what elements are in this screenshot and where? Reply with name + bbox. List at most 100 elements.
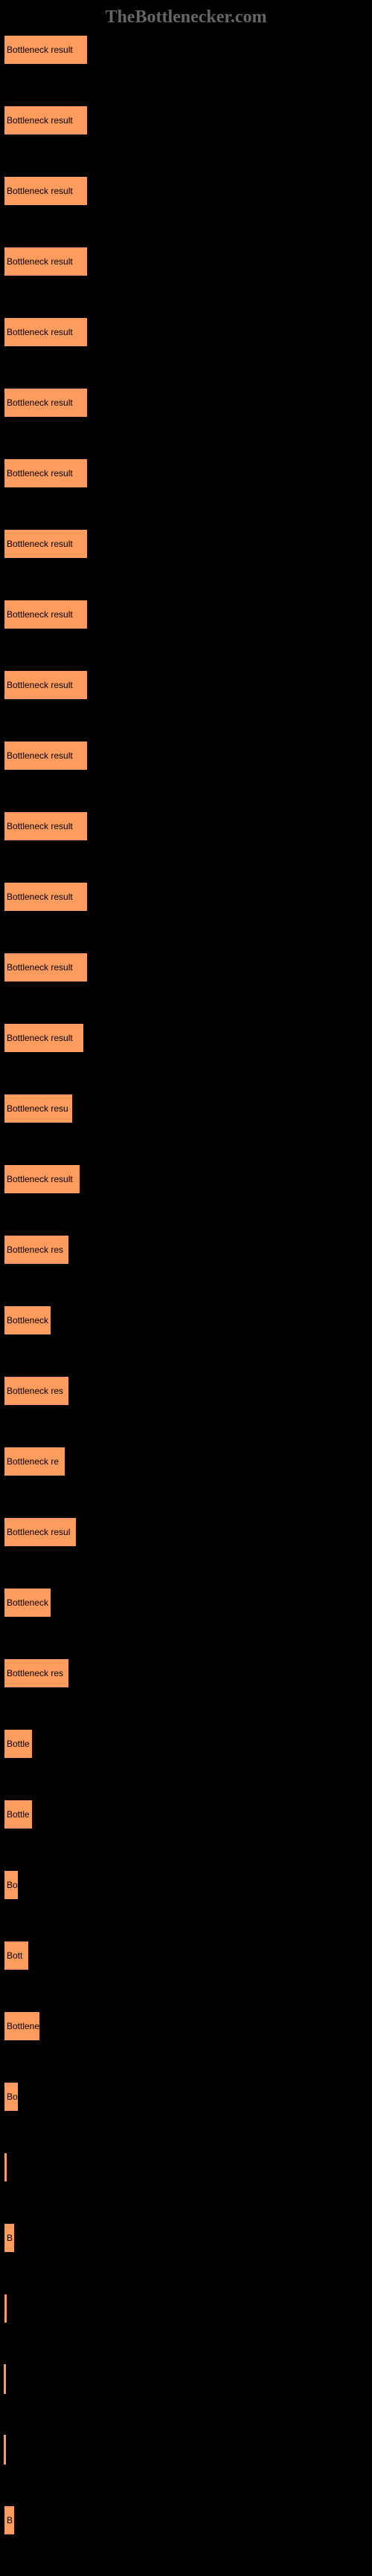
watermark-text: TheBottlenecker.com: [0, 0, 372, 35]
bar-row: Bottleneck: [4, 1305, 368, 1335]
chart-bar: B: [4, 2505, 15, 2535]
chart-bar: Bottleneck result: [4, 317, 88, 347]
bar-row: Bottleneck result: [4, 953, 368, 982]
chart-bar: Bottleneck: [4, 1305, 51, 1335]
bar-label: Bottleneck result: [7, 609, 73, 620]
bar-row: Bottleneck result: [4, 176, 368, 206]
bar-label: Bottlene: [7, 2021, 39, 2031]
chart-bar: Bottleneck result: [4, 106, 88, 135]
bar-label: Bottleneck result: [7, 539, 73, 549]
chart-bar: Bottleneck res: [4, 1658, 69, 1688]
bar-label: Bottleneck result: [7, 892, 73, 902]
bar-label: Bottleneck result: [7, 821, 73, 831]
bar-row: Bottleneck result: [4, 1164, 368, 1194]
chart-bar: Bottleneck result: [4, 388, 88, 418]
bar-label: Bottleneck result: [7, 962, 73, 973]
chart-bar: Bottleneck: [4, 1588, 51, 1618]
chart-bar: Bottleneck res: [4, 1235, 69, 1265]
bar-label: Bo: [7, 1880, 18, 1890]
chart-bar: Bottleneck result: [4, 600, 88, 629]
chart-bar: Bottleneck resul: [4, 1517, 77, 1547]
bar-row: Bottleneck: [4, 1588, 368, 1618]
chart-bar: Bottle: [4, 1729, 33, 1759]
chart-bar: Bottleneck result: [4, 882, 88, 912]
chart-bar: Bott: [4, 1941, 29, 1970]
bar-label: Bottle: [7, 1739, 30, 1749]
bar-row: Bo: [4, 2082, 368, 2112]
bar-label: Bottleneck result: [7, 398, 73, 408]
chart-bar: [4, 2364, 6, 2394]
bar-row: Bottleneck result: [4, 247, 368, 276]
bar-row: Bottleneck result: [4, 388, 368, 418]
bar-label: Bottleneck result: [7, 1033, 73, 1043]
bar-label: Bottleneck result: [7, 327, 73, 337]
bar-row: Bottleneck result: [4, 106, 368, 135]
bar-label: Bottleneck re: [7, 1456, 59, 1467]
bar-label: B: [7, 2233, 13, 2243]
bar-row: [4, 2152, 368, 2182]
bar-row: Bottleneck result: [4, 882, 368, 912]
bar-label: Bottleneck: [7, 1597, 48, 1608]
bar-label: Bott: [7, 1950, 22, 1961]
bar-row: Bottlene: [4, 2011, 368, 2041]
bar-label: Bottleneck res: [7, 1668, 63, 1678]
bar-row: Bott: [4, 1941, 368, 1970]
bar-chart: Bottleneck result Bottleneck result Bottle…: [0, 35, 372, 2535]
bar-label: Bottleneck result: [7, 186, 73, 196]
bar-label: Bottleneck result: [7, 256, 73, 267]
bar-row: Bottleneck result: [4, 1023, 368, 1053]
chart-bar: Bottleneck result: [4, 458, 88, 488]
chart-bar: Bottleneck res: [4, 1376, 69, 1406]
chart-bar: [4, 2152, 7, 2182]
chart-bar: Bottleneck result: [4, 529, 88, 559]
chart-bar: Bottleneck result: [4, 953, 88, 982]
chart-bar: Bottleneck result: [4, 741, 88, 770]
bar-row: Bottleneck result: [4, 35, 368, 65]
bar-row: Bottleneck result: [4, 317, 368, 347]
bar-row: Bottle: [4, 1800, 368, 1829]
bar-row: Bottleneck resu: [4, 1094, 368, 1123]
bar-label: Bottleneck result: [7, 45, 73, 55]
bar-row: Bottleneck re: [4, 1447, 368, 1476]
chart-bar: Bo: [4, 1870, 19, 1900]
chart-bar: Bottleneck result: [4, 670, 88, 700]
bar-row: Bottleneck result: [4, 600, 368, 629]
bar-label: Bottleneck res: [7, 1386, 63, 1396]
bar-label: Bo: [7, 2092, 18, 2102]
bar-label: Bottleneck result: [7, 115, 73, 126]
bar-label: Bottleneck resul: [7, 1527, 70, 1537]
chart-bar: Bottleneck result: [4, 176, 88, 206]
chart-bar: Bottleneck resu: [4, 1094, 73, 1123]
chart-bar: Bottle: [4, 1800, 33, 1829]
bar-label: Bottleneck: [7, 1315, 48, 1326]
bar-label: Bottleneck result: [7, 468, 73, 478]
bar-row: Bottleneck result: [4, 811, 368, 841]
bar-row: Bottleneck res: [4, 1658, 368, 1688]
bar-row: Bottleneck result: [4, 529, 368, 559]
bar-label: Bottleneck result: [7, 680, 73, 690]
bar-row: Bo: [4, 1870, 368, 1900]
chart-bar: [4, 2294, 7, 2323]
chart-bar: Bo: [4, 2082, 19, 2112]
bar-row: Bottleneck result: [4, 670, 368, 700]
bar-label: Bottleneck resu: [7, 1103, 68, 1114]
bar-row: [4, 2435, 368, 2465]
bar-row: [4, 2294, 368, 2323]
bar-label: Bottleneck res: [7, 1245, 63, 1255]
bar-label: Bottleneck result: [7, 1174, 73, 1184]
bar-row: B: [4, 2505, 368, 2535]
chart-bar: Bottleneck result: [4, 1023, 84, 1053]
chart-bar: B: [4, 2223, 15, 2253]
bar-row: Bottleneck res: [4, 1376, 368, 1406]
bar-label: B: [7, 2515, 13, 2525]
bar-label: Bottleneck result: [7, 750, 73, 761]
bar-row: Bottleneck res: [4, 1235, 368, 1265]
chart-bar: Bottleneck result: [4, 1164, 80, 1194]
chart-bar: Bottleneck result: [4, 35, 88, 65]
bar-row: Bottle: [4, 1729, 368, 1759]
bar-row: [4, 2364, 368, 2394]
chart-bar: Bottlene: [4, 2011, 40, 2041]
bar-row: Bottleneck result: [4, 741, 368, 770]
chart-bar: Bottleneck result: [4, 811, 88, 841]
bar-label: Bottle: [7, 1809, 30, 1820]
